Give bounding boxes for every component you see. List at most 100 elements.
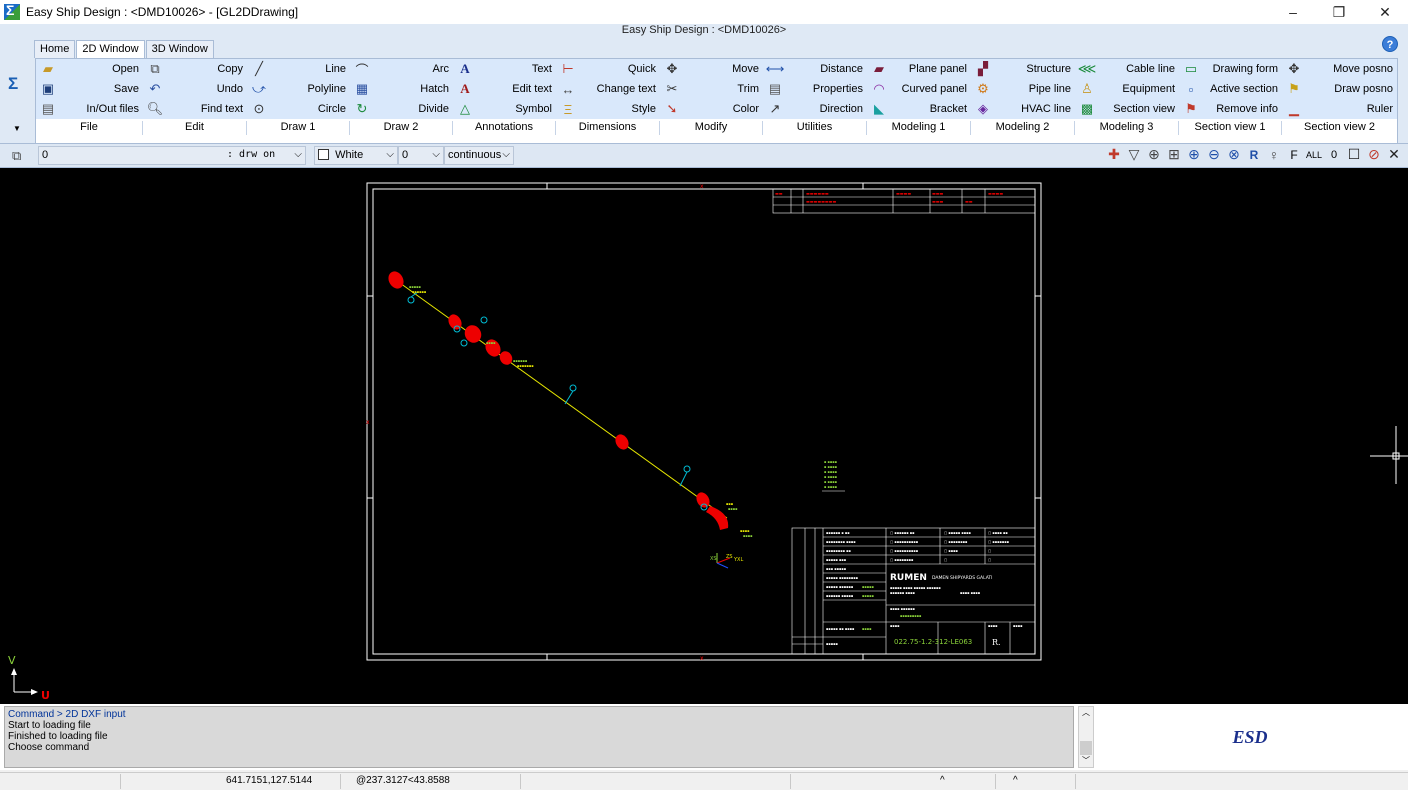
scroll-up-icon[interactable]: ︿ — [1082, 708, 1090, 717]
remove-info-button[interactable]: Remove info — [1216, 103, 1278, 115]
command-log[interactable]: Command > 2D DXF input Start to loading … — [4, 706, 1074, 768]
plane-panel-button[interactable]: Plane panel — [908, 63, 967, 75]
minimize-button[interactable]: – — [1289, 4, 1297, 20]
zoom-out-icon[interactable]: ⊖ — [1208, 146, 1220, 162]
save-button[interactable]: Save — [113, 83, 139, 95]
color-button[interactable]: Color — [732, 103, 759, 115]
svg-text:▢ ▪▪▪▪ ▪▪: ▢ ▪▪▪▪ ▪▪ — [988, 531, 1008, 535]
group-label-section-view-1: Section view 1 — [1179, 121, 1282, 135]
restore-button[interactable]: ❐ — [1332, 3, 1346, 20]
properties-toolbar: ⧉ 0 : drw on ⌵ White ⌵ 0 ⌵ continuous ⌵ … — [0, 144, 1408, 168]
scroll-thumb[interactable] — [1080, 741, 1092, 755]
hatch-button[interactable]: Hatch — [420, 83, 449, 95]
app-menu-icon[interactable]: Σ — [8, 74, 19, 93]
move-button[interactable]: Move — [732, 63, 759, 75]
color-combo[interactable]: White ⌵ — [314, 146, 398, 165]
svg-text:▢: ▢ — [988, 558, 991, 562]
svg-text:▢: ▢ — [988, 549, 991, 553]
properties-button[interactable]: Properties — [812, 83, 863, 95]
svg-text:x: x — [366, 419, 370, 426]
status-toggle-2[interactable]: ^ — [1013, 775, 1018, 786]
style-button[interactable]: Style — [631, 103, 656, 115]
symbol-button[interactable]: Symbol — [515, 103, 552, 115]
pick-icon[interactable]: ✚ — [1108, 146, 1120, 162]
circle-button[interactable]: Circle — [317, 103, 346, 115]
svg-text:▢ ▪▪▪▪▪▪▪▪▪▪: ▢ ▪▪▪▪▪▪▪▪▪▪ — [890, 540, 919, 544]
curved-panel-button[interactable]: Curved panel — [901, 83, 967, 95]
cable-line-button[interactable]: Cable line — [1126, 63, 1175, 75]
tab-3d-window[interactable]: 3D Window — [145, 40, 214, 58]
active-section-button[interactable]: Active section — [1210, 83, 1278, 95]
all-toggle[interactable]: ALL — [1306, 149, 1323, 160]
status-toggle-1[interactable]: ^ — [940, 775, 945, 786]
frame-icon[interactable]: ☐ — [1347, 146, 1361, 162]
edit-text-icon: A — [460, 81, 470, 96]
svg-text:▬▬▬▬▬▬▬▬: ▬▬▬▬▬▬▬▬ — [806, 199, 836, 204]
zoom-window-icon[interactable]: ⊞ — [1168, 146, 1180, 162]
structure-button[interactable]: Structure — [1026, 63, 1071, 75]
window-controls: – ❐ ✕ — [1270, 0, 1408, 24]
drawing-canvas[interactable]: x x x ▬▬ ▬▬▬▬▬▬ ▬▬▬▬ ▬▬▬ ▬▬▬▬ ▬▬▬▬▬▬▬▬ ▬▬▬ ▬▬ — [0, 168, 1408, 704]
distance-button[interactable]: Distance — [820, 63, 863, 75]
hvac-line-button[interactable]: HVAC line — [1021, 103, 1071, 115]
polyline-button[interactable]: Polyline — [307, 83, 346, 95]
ruler-button[interactable]: Ruler — [1366, 103, 1393, 115]
layer-combo[interactable]: 0 : drw on ⌵ — [38, 146, 306, 165]
quick-button[interactable]: Quick — [627, 63, 656, 75]
lineweight-combo[interactable]: 0 ⌵ — [398, 146, 444, 165]
draw-posno-button[interactable]: Draw posno — [1334, 83, 1393, 95]
find-text-button[interactable]: Find text — [200, 103, 243, 115]
find-text-icon: 🔍︎ — [146, 101, 164, 116]
tab-2d-window[interactable]: 2D Window — [76, 40, 145, 58]
arc-button[interactable]: Arc — [432, 63, 450, 75]
tab-home[interactable]: Home — [34, 40, 76, 58]
divide-button[interactable]: Divide — [418, 103, 449, 115]
in-out-files-button[interactable]: In/Out files — [86, 103, 139, 115]
linetype-combo[interactable]: continuous ⌵ — [444, 146, 514, 165]
close-button[interactable]: ✕ — [1379, 3, 1391, 20]
redraw-icon[interactable]: R — [1249, 147, 1259, 162]
bracket-button[interactable]: Bracket — [929, 103, 967, 115]
axis-v-label: V — [8, 654, 16, 667]
equipment-button[interactable]: Equipment — [1122, 83, 1175, 95]
copy-button[interactable]: Copy — [217, 63, 243, 75]
layers-icon[interactable]: ⧉ — [12, 148, 22, 163]
direction-icon: ↗ — [769, 101, 781, 116]
zoom-in-icon[interactable]: ⊕ — [1188, 146, 1200, 162]
svg-text:YXL: YXL — [733, 557, 743, 563]
stop-icon[interactable]: ⊘ — [1368, 146, 1380, 162]
zero-toggle[interactable]: 0 — [1330, 148, 1338, 161]
svg-text:▢ ▪▪▪▪▪▪▪▪▪▪: ▢ ▪▪▪▪▪▪▪▪▪▪ — [890, 549, 919, 553]
move-posno-button[interactable]: Move posno — [1333, 63, 1393, 75]
svg-text:▪▪▪▪: ▪▪▪▪ — [486, 341, 496, 345]
close-icon[interactable]: ✕ — [1388, 146, 1400, 162]
drawing-form-button[interactable]: Drawing form — [1212, 63, 1278, 75]
text-button[interactable]: Text — [531, 63, 552, 75]
undo-button[interactable]: Undo — [216, 83, 243, 95]
svg-text:▪ ▪▪▪▪: ▪ ▪▪▪▪ — [824, 465, 838, 469]
trim-button[interactable]: Trim — [737, 83, 759, 95]
move-icon: ✥ — [666, 61, 678, 76]
pipe-line-button[interactable]: Pipe line — [1028, 83, 1071, 95]
group-draw-1: ╱ Line ⤻ Polyline ⊙ Circle — [247, 59, 350, 121]
svg-text:▪▪▪▪▪: ▪▪▪▪▪ — [862, 594, 874, 598]
scroll-down-icon[interactable]: ﹀ — [1082, 756, 1090, 765]
svg-text:▪▪▪▪▪: ▪▪▪▪▪ — [826, 642, 838, 646]
edit-text-button[interactable]: Edit text — [512, 83, 552, 95]
zoom-extents-icon[interactable]: ⊕ — [1148, 146, 1160, 162]
zoom-previous-icon[interactable]: ⊗ — [1228, 146, 1240, 162]
open-button[interactable]: Open — [112, 63, 139, 75]
change-text-button[interactable]: Change text — [596, 83, 656, 95]
command-log-scrollbar[interactable]: ︿ ﹀ — [1078, 706, 1094, 768]
title-block-brand: DAMEN SHIPYARDS GALATI — [932, 575, 993, 581]
direction-button[interactable]: Direction — [819, 103, 863, 115]
polar-coordinates: @237.3127<43.8588 — [356, 775, 450, 786]
hint-icon[interactable]: ♀ — [1268, 146, 1280, 163]
section-view-button[interactable]: Section view — [1113, 103, 1175, 115]
f-toggle[interactable]: F — [1290, 147, 1298, 162]
quick-access-dropdown-icon[interactable]: ▼ — [13, 124, 21, 133]
help-button[interactable]: ? — [1382, 36, 1398, 52]
filter-icon[interactable]: ▽ — [1128, 146, 1140, 162]
line-button[interactable]: Line — [325, 63, 346, 75]
layer-state: : drw on — [227, 149, 276, 160]
